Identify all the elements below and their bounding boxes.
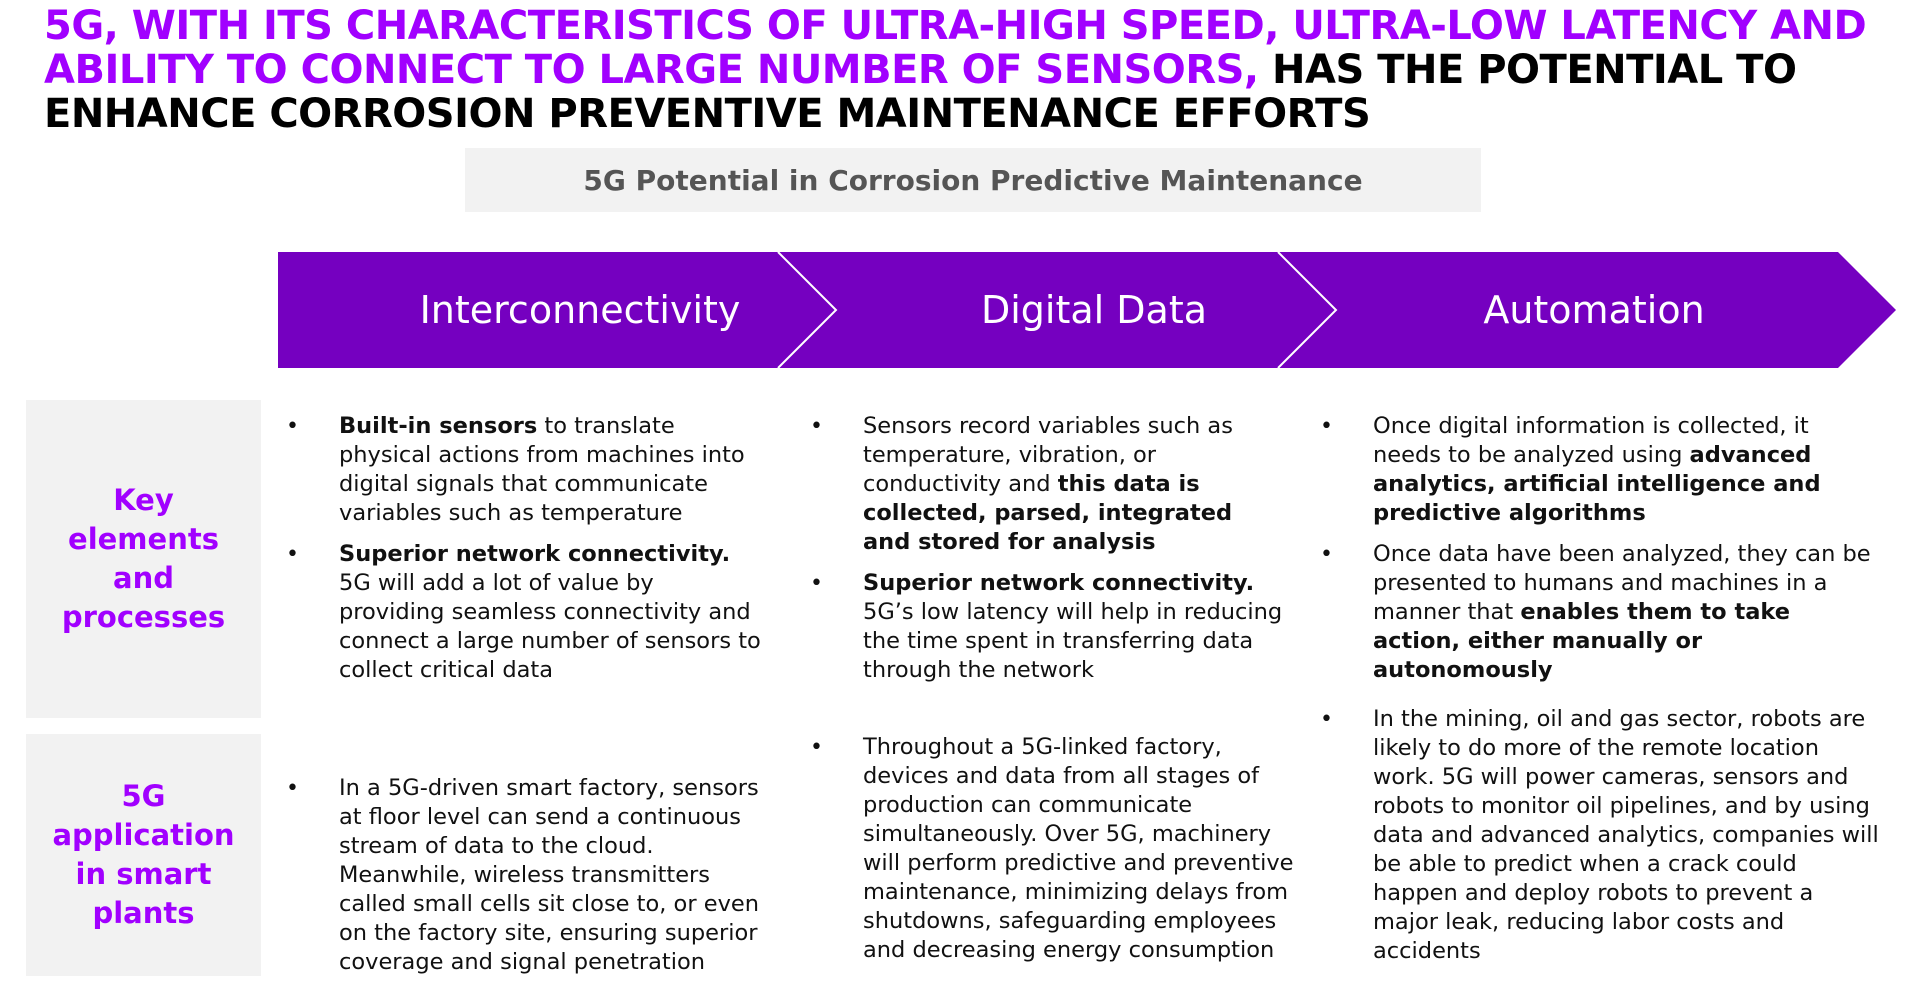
- headline-rest: has the potential to enhance corrosion p…: [44, 47, 1797, 137]
- headline-highlight: 5G, with its characteristics of ultra-hi…: [44, 3, 1867, 93]
- chevron-label-automation: Automation: [1483, 288, 1705, 332]
- key-list-automation: Once digital information is collected, i…: [1320, 412, 1880, 697]
- chevron-divider-1: [777, 251, 838, 369]
- list-item: Built-in sensors to translate physical a…: [286, 412, 761, 528]
- list-item: Sensors record variables such as tempera…: [810, 412, 1285, 557]
- chevron-digital-data: [778, 252, 1336, 368]
- key-list-interconnectivity: Built-in sensors to translate physical a…: [286, 412, 761, 697]
- list-item: In a 5G-driven smart factory, sensors at…: [286, 774, 761, 977]
- row-label-key-text: Key elements and processes: [61, 483, 226, 634]
- list-item: Once data have been analyzed, they can b…: [1320, 540, 1880, 685]
- chevron-divider-2: [1277, 251, 1338, 369]
- key-list-digital-data: Sensors record variables such as tempera…: [810, 412, 1285, 697]
- list-item: Once digital information is collected, i…: [1320, 412, 1880, 528]
- list-item: In the mining, oil and gas sector, robot…: [1320, 705, 1880, 966]
- app-list-automation: In the mining, oil and gas sector, robot…: [1320, 705, 1880, 978]
- chevron-interconnectivity: [278, 252, 836, 368]
- chevron-automation: [1278, 252, 1896, 368]
- chevron-label-interconnectivity: Interconnectivity: [419, 288, 741, 332]
- list-item: Throughout a 5G-linked factory, devices …: [810, 733, 1300, 965]
- subtitle-bar: 5G Potential in Corrosion Predictive Mai…: [465, 148, 1481, 212]
- row-label-key-elements: Key elements and processes: [26, 400, 261, 718]
- process-chevrons: [278, 251, 1896, 369]
- subtitle-text: 5G Potential in Corrosion Predictive Mai…: [583, 163, 1363, 197]
- list-item: Superior network connectivity. 5G’s low …: [810, 569, 1285, 685]
- row-label-application: 5G application in smart plants: [26, 734, 261, 976]
- list-item: Superior network connectivity. 5G will a…: [286, 540, 761, 685]
- row-label-app-text: 5G application in smart plants: [52, 779, 235, 930]
- page-headline: 5G, with its characteristics of ultra-hi…: [44, 4, 1894, 136]
- app-list-digital-data: Throughout a 5G-linked factory, devices …: [810, 733, 1300, 977]
- chevron-label-digital-data: Digital Data: [980, 288, 1208, 332]
- app-list-interconnectivity: In a 5G-driven smart factory, sensors at…: [286, 774, 761, 989]
